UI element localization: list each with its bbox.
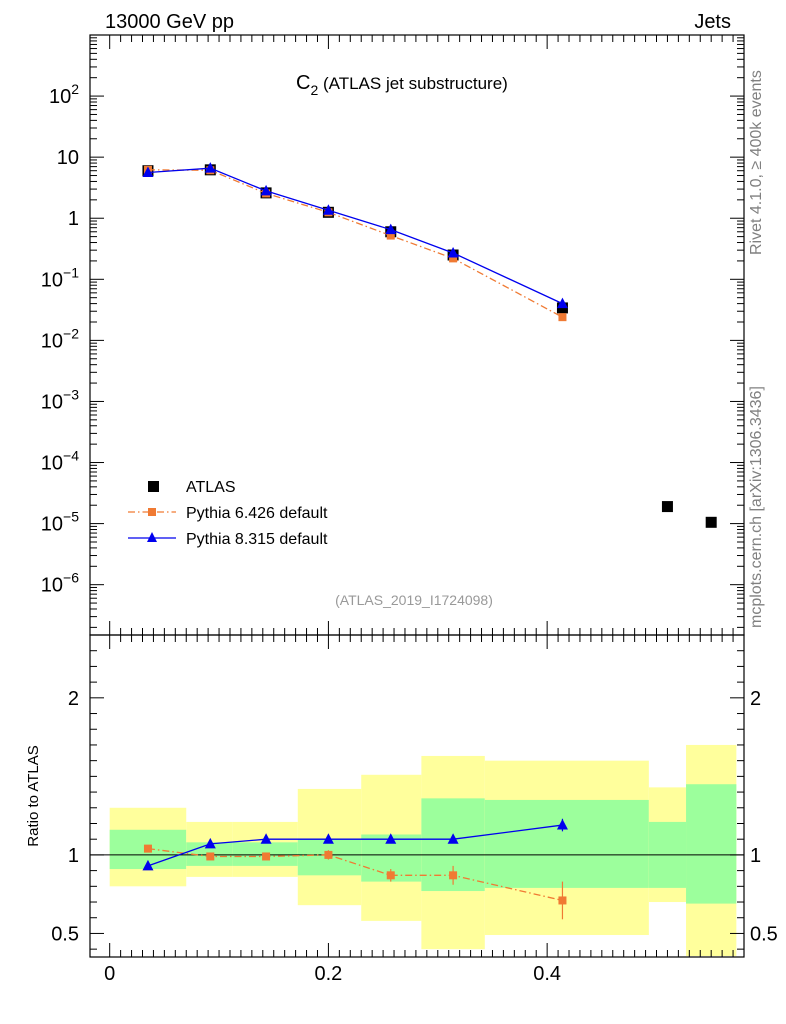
y-tick-label-5: 10−3: [41, 386, 79, 413]
y-tick-label-base-3: 10: [41, 269, 63, 291]
pythia6-point-6: [558, 313, 567, 322]
y-tick-label-8: 10−6: [41, 570, 79, 597]
y-tick-label-exp-6: −4: [63, 448, 79, 464]
pythia8-line: [147, 167, 563, 305]
pythia8-point-0: [142, 166, 154, 178]
pythia8-point-5: [447, 246, 459, 258]
y-tick-label-4: 10−2: [41, 325, 79, 352]
y-tick-label-0: 102: [49, 81, 79, 108]
legend-pythia6-label: Pythia 6.426 default: [186, 505, 328, 522]
pythia8-point-2: [260, 184, 272, 196]
pythia8-point-1: [204, 162, 216, 173]
title-sub: 2: [310, 82, 318, 98]
pythia6-point-5: [449, 254, 458, 263]
y-tick-label-7: 10−5: [41, 509, 79, 536]
analysis-id: (ATLAS_2019_I1724098): [335, 592, 493, 608]
pythia8-ratio-point-2: [260, 833, 272, 844]
legend-pythia8-marker: [147, 532, 157, 542]
header-left: 13000 GeV pp: [105, 11, 234, 33]
y-tick-label-exp-8: −6: [63, 570, 79, 586]
pythia8-point-6: [556, 297, 568, 309]
ratio-axis-title: Ratio to ATLAS: [25, 745, 42, 846]
y-tick-label-3: 10−1: [41, 264, 79, 291]
chart-title: C2 (ATLAS jet substructure): [296, 72, 508, 98]
y-tick-label-1: 10: [57, 147, 79, 169]
pythia8-point-3: [322, 204, 334, 215]
x-tick-label-2: 0.4: [533, 963, 561, 985]
ratio-tick-label-left-1: 1: [68, 845, 79, 867]
y-tick-label-base-5: 10: [41, 391, 63, 413]
pythia8-ratio-point-4: [385, 833, 397, 844]
pythia6-ratio-point-0: [143, 844, 152, 853]
y-tick-label-exp-7: −5: [63, 509, 79, 525]
ratio-tick-label-left-2: 2: [68, 688, 79, 710]
mcplots-label: mcplots.cern.ch [arXiv:1306.3436]: [748, 386, 765, 628]
ratio-tick-label-right-0: 0.5: [750, 923, 778, 945]
main-panel: [142, 162, 717, 528]
legend-atlas-label: ATLAS: [186, 479, 236, 496]
band-inner-8: [686, 784, 737, 904]
ratio-frame: [89, 634, 745, 958]
y-tick-label-base-7: 10: [41, 514, 63, 536]
y-tick-label-base-4: 10: [41, 330, 63, 352]
legend-atlas-marker: [148, 481, 159, 492]
pythia6-point-4: [386, 231, 395, 240]
ratio-tick-label-right-1: 1: [750, 845, 761, 867]
pythia6-line: [147, 169, 563, 318]
y-tick-label-base-0: 10: [49, 86, 71, 108]
ratio-tick-label-left-0: 0.5: [51, 923, 79, 945]
pythia8-ratio-point-0: [142, 859, 154, 871]
y-tick-label-2: 1: [68, 208, 79, 230]
y-tick-label-base-8: 10: [41, 575, 63, 597]
x-tick-label-1: 0.2: [315, 963, 343, 985]
rivet-label: Rivet 4.1.0, ≥ 400k events: [748, 70, 765, 255]
y-tick-label-exp-4: −2: [63, 325, 79, 341]
y-tick-label-exp-5: −3: [63, 386, 79, 402]
legend: ATLAS Pythia 6.426 default Pythia 8.315 …: [128, 479, 328, 548]
pythia8-ratio-point-3: [322, 833, 334, 844]
pythia8-point-4: [385, 223, 397, 235]
pythia8-ratio-point-1: [204, 837, 216, 849]
ratio-tick-label-right-2: 2: [750, 688, 761, 710]
y-tick-label-base-1: 10: [57, 147, 79, 169]
pythia6-ratio-point-1: [206, 852, 215, 861]
atlas-point-8: [705, 516, 717, 528]
title-rest: (ATLAS jet substructure): [318, 74, 508, 93]
legend-pythia6-marker: [148, 508, 156, 516]
y-tick-label-6: 10−4: [41, 448, 79, 475]
y-tick-label-base-6: 10: [41, 453, 63, 475]
x-tick-label-0: 0: [104, 963, 115, 985]
y-tick-label-exp-3: −1: [63, 264, 79, 280]
ratio-panel: [90, 744, 744, 956]
atlas-point-7: [661, 501, 673, 513]
legend-pythia8-label: Pythia 8.315 default: [186, 531, 328, 548]
title-main: C: [296, 72, 310, 94]
band-inner-6: [484, 799, 649, 888]
y-tick-label-base-2: 1: [68, 208, 79, 230]
y-tick-label-exp-0: 2: [71, 81, 79, 97]
header-right: Jets: [694, 11, 731, 33]
